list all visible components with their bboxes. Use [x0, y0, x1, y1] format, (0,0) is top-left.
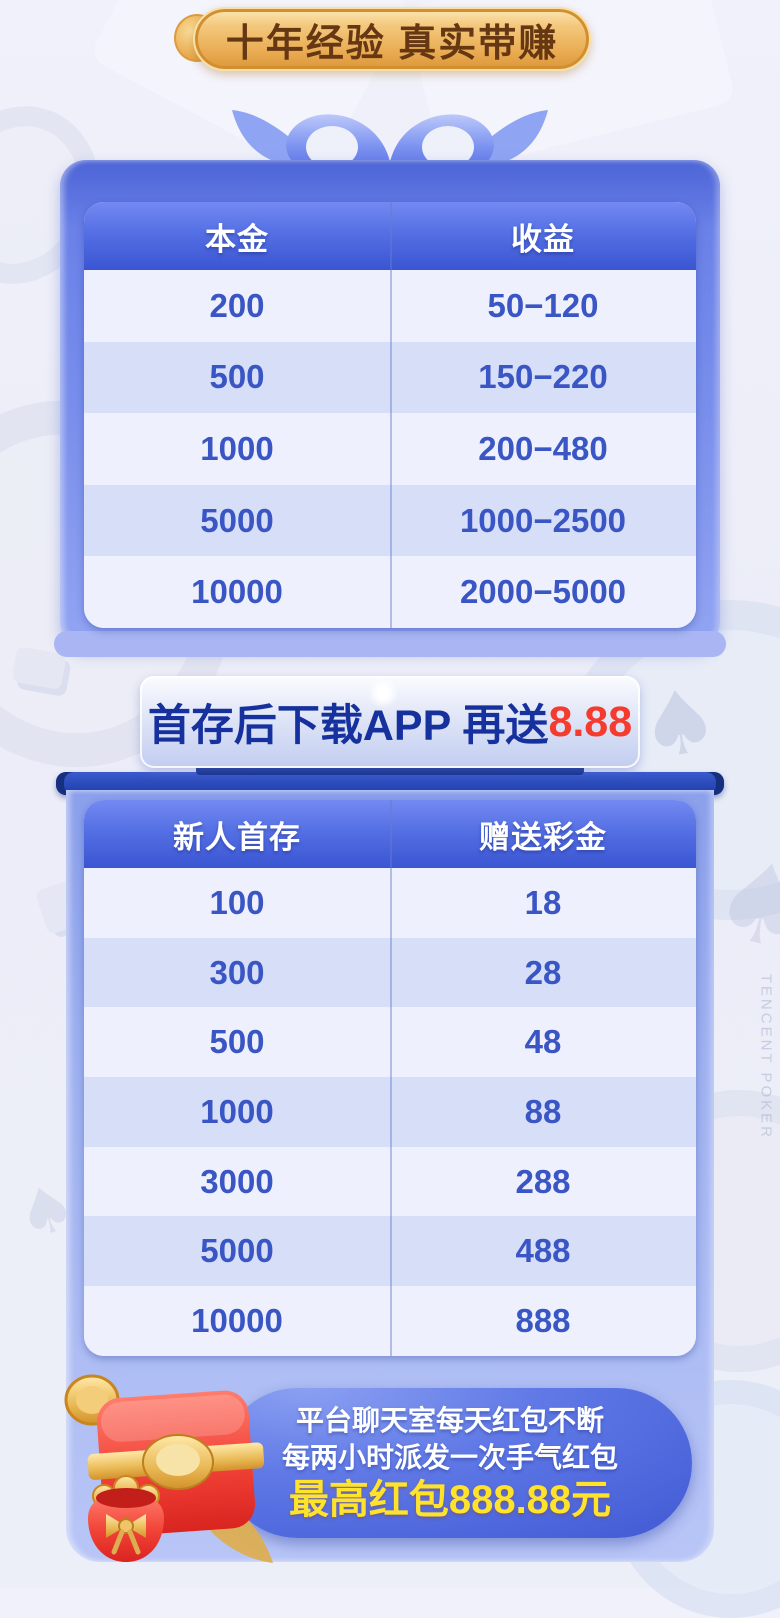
table-cell: 1000−2500 [459, 501, 627, 539]
table-cell: 1000 [200, 1092, 274, 1130]
spade-icon: ♠ [633, 667, 726, 780]
table-cell: 10000 [191, 573, 283, 611]
table-cell: 1000 [200, 429, 274, 467]
table-cell: 18 [524, 883, 562, 921]
table-row: 3000 288 [84, 1146, 696, 1217]
table-cell: 28 [524, 953, 562, 991]
table-row: 200 50−120 [84, 270, 696, 342]
table-cell: 200 [209, 286, 265, 324]
table-cell: 888 [515, 1301, 571, 1339]
table-cell: 488 [515, 1232, 571, 1270]
app-banner-bonus: 8.88 [548, 697, 633, 746]
deposit-col-firstdeposit: 新人首存 [173, 819, 301, 855]
table-cell: 500 [209, 358, 265, 396]
deposit-table: 新人首存 赠送彩金 100 18 300 28 500 48 1000 88 3… [84, 800, 696, 1356]
table-cell: 500 [209, 1023, 265, 1061]
table-cell: 2000−5000 [459, 573, 627, 611]
table-cell: 3000 [200, 1162, 274, 1200]
table-cell: 300 [209, 953, 265, 991]
promo-line: 平台聊天室每天红包不断 [295, 1405, 604, 1436]
table-row: 5000 488 [84, 1216, 696, 1287]
deposit-table-body: 100 18 300 28 500 48 1000 88 3000 288 50… [84, 868, 696, 1356]
sparkle-icon [368, 678, 398, 708]
chip-brand-text: TENCENT POKER [757, 973, 774, 1140]
earnings-table: 本金 收益 200 50−120 500 150−220 1000 200−48… [84, 202, 696, 628]
column-divider [390, 800, 392, 1356]
table-row: 1000 200−480 [84, 413, 696, 485]
experience-badge: 十年经验 真实带赚 [193, 7, 591, 71]
table-cell: 100 [209, 883, 265, 921]
table-cell: 288 [515, 1162, 571, 1200]
table-row: 10000 888 [84, 1286, 696, 1356]
earnings-col-profit: 收益 [511, 221, 575, 257]
app-banner-text: 首存后下载APP 再送 [147, 702, 549, 750]
table-row: 1000 88 [84, 1077, 696, 1147]
table-cell: 88 [524, 1092, 562, 1130]
table-row: 500 150−220 [84, 341, 696, 414]
earnings-table-header: 本金 收益 [84, 202, 696, 270]
table-cell: 5000 [200, 501, 274, 539]
earnings-col-principal: 本金 [205, 221, 269, 257]
table-row: 10000 2000−5000 [84, 556, 696, 628]
table-row: 100 18 [84, 868, 696, 938]
table-row: 300 28 [84, 937, 696, 1008]
deposit-box-lid [56, 772, 724, 795]
table-cell: 10000 [191, 1301, 283, 1339]
red-packet-promo-bubble: 平台聊天室每天红包不断 每两小时派发一次手气红包 最高红包888.88元 [222, 1388, 692, 1538]
promo-max-amount: 最高红包888.88元 [288, 1478, 612, 1522]
deposit-table-header: 新人首存 赠送彩金 [84, 800, 696, 868]
table-cell: 48 [524, 1023, 562, 1061]
column-divider [390, 202, 392, 628]
promo-line: 每两小时派发一次手气红包 [281, 1442, 618, 1473]
deposit-col-bonus: 赠送彩金 [479, 819, 607, 855]
table-row: 500 48 [84, 1007, 696, 1078]
table-cell: 5000 [200, 1232, 274, 1270]
table-cell: 150−220 [478, 358, 608, 396]
earnings-table-body: 200 50−120 500 150−220 1000 200−480 5000… [84, 270, 696, 628]
table-cell: 200−480 [478, 429, 608, 467]
table-row: 5000 1000−2500 [84, 484, 696, 557]
red-packet-icon [64, 1374, 273, 1563]
table-cell: 50−120 [487, 286, 599, 324]
